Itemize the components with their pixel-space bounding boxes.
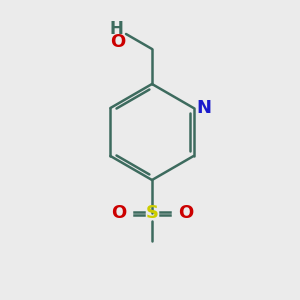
Text: H: H (109, 20, 123, 38)
Text: N: N (196, 99, 211, 117)
Text: O: O (111, 204, 126, 222)
Text: S: S (146, 204, 158, 222)
Text: O: O (110, 33, 125, 51)
Text: O: O (178, 204, 193, 222)
